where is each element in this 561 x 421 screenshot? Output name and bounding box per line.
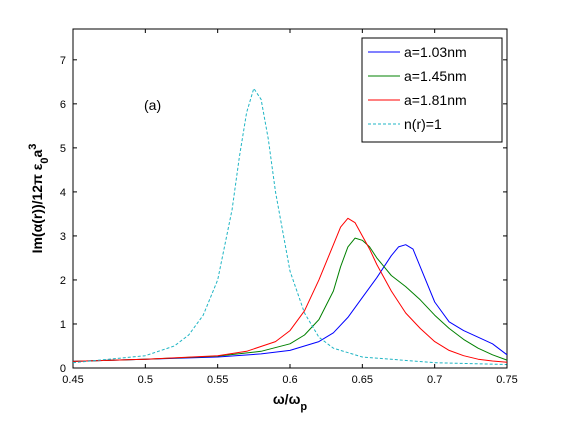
series-line-3 xyxy=(72,87,508,365)
y-tick-label: 0 xyxy=(60,363,66,375)
x-tick-label: 0.65 xyxy=(352,374,373,386)
legend-label: a=1.03nm xyxy=(404,44,467,60)
x-axis-label-main: ω/ω xyxy=(273,391,301,407)
ticks-layer: 0.45 0.5 0.55 0.6 0.65 0.7 0.75 0 1 2 3 4 5 6 7 xyxy=(60,29,518,386)
series-line-2 xyxy=(72,217,508,363)
legend-label: a=1.45nm xyxy=(404,68,467,84)
y-axis-label-main: Im(α(r))/12π ε xyxy=(29,163,45,253)
x-axis-label: ω/ωp xyxy=(273,391,308,413)
y-tick-label: 6 xyxy=(60,99,66,111)
x-tick-label: 0.45 xyxy=(62,374,83,386)
legend-label: n(r)=1 xyxy=(404,116,442,132)
panel-annotation: (a) xyxy=(144,97,161,113)
y-tick-label: 5 xyxy=(60,143,66,155)
y-tick-label: 3 xyxy=(60,231,66,243)
y-tick-label: 7 xyxy=(60,55,66,67)
legend-label: a=1.81nm xyxy=(404,92,467,108)
y-tick-label: 2 xyxy=(60,275,66,287)
series-layer xyxy=(72,87,508,365)
x-tick-label: 0.75 xyxy=(496,374,517,386)
y-tick-label: 4 xyxy=(60,187,66,199)
legend-box xyxy=(361,37,503,143)
series-line-1 xyxy=(72,237,508,362)
x-tick-label: 0.6 xyxy=(282,374,297,386)
y-tick-label: 1 xyxy=(60,319,66,331)
legend: a=1.03nm a=1.45nm a=1.81nm n(r)=1 xyxy=(361,37,503,143)
series-line-0 xyxy=(72,244,508,362)
y-axis-label-tail: a xyxy=(29,150,45,158)
x-tick-label: 0.5 xyxy=(138,374,153,386)
y-axis-label: Im(α(r))/12π ε0a3 xyxy=(27,144,51,254)
x-axis-label-sub: p xyxy=(300,401,307,413)
y-axis-label-sub: 0 xyxy=(39,158,51,164)
y-axis-label-sup: 3 xyxy=(27,144,39,150)
x-tick-label: 0.55 xyxy=(207,374,228,386)
x-tick-label: 0.7 xyxy=(427,374,442,386)
